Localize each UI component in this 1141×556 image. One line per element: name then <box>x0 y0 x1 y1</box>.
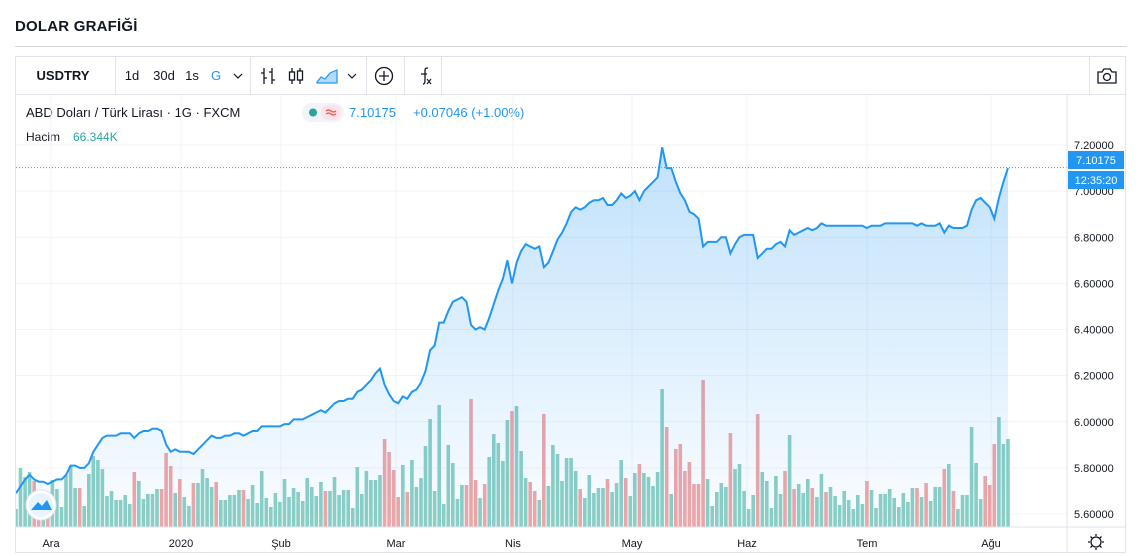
interval-30d-label: 30d <box>153 68 175 83</box>
add-compare-icon <box>374 66 394 85</box>
chart-widget: USDTRY 1d 30d 1s G <box>15 56 1126 553</box>
y-tick-label: 6.20000 <box>1074 371 1114 383</box>
camera-icon <box>1097 67 1117 84</box>
legend-change: +0.07046 (+1.00%) <box>413 105 525 120</box>
y-tick-label: 6.00000 <box>1074 417 1114 429</box>
last-price-tag: 7.10175 12:35:20 <box>1068 151 1124 189</box>
x-tick-label: Haz <box>737 538 757 550</box>
tradingview-logo-icon <box>31 500 52 510</box>
symbol-search-button[interactable]: USDTRY <box>18 57 108 94</box>
x-tick-label: Nis <box>505 538 521 550</box>
area-style-button[interactable] <box>314 57 340 94</box>
toolbar-divider <box>441 57 442 94</box>
interval-dropdown-button[interactable] <box>230 57 246 94</box>
toolbar-divider <box>404 57 405 94</box>
volume-value: 66.344K <box>73 130 118 144</box>
title-divider <box>15 46 1127 47</box>
legend-title: ABD Doları / Türk Lirası · 1G · FXCM <box>26 105 241 120</box>
x-tick-label: Şub <box>271 538 291 550</box>
snapshot-button[interactable] <box>1092 57 1122 94</box>
toolbar-divider <box>250 57 251 94</box>
chevron-down-icon <box>233 73 243 79</box>
y-tick-label: 7.00000 <box>1074 186 1114 198</box>
time-label: 12:35:20 <box>1075 175 1118 187</box>
legend-price: 7.10175 <box>349 105 396 120</box>
interval-1s-button[interactable]: 1s <box>183 57 201 94</box>
last-price-label: 7.10175 <box>1076 155 1116 167</box>
price-area <box>16 147 1008 528</box>
volume-label: Hacim <box>26 130 61 144</box>
interval-1d-button[interactable]: 1d <box>121 57 143 94</box>
symbol-label: USDTRY <box>36 68 90 83</box>
gear-icon <box>1090 536 1102 548</box>
candle-style-button[interactable] <box>284 57 308 94</box>
page-title: DOLAR GRAFİĞİ <box>15 18 138 35</box>
y-tick-label: 5.80000 <box>1074 463 1114 475</box>
chevron-down-icon <box>347 73 357 79</box>
toolbar-divider <box>1089 57 1090 94</box>
price-line <box>16 147 1009 494</box>
price-axis: 5.60000 5.80000 6.00000 6.20000 6.40000 6.600… <box>1074 140 1114 521</box>
indicators-button[interactable] <box>409 57 437 94</box>
x-tick-label: Ağu <box>981 538 1001 550</box>
x-tick-label: May <box>622 538 643 550</box>
y-tick-label: 6.80000 <box>1074 232 1114 244</box>
y-tick-label: 6.60000 <box>1074 278 1114 290</box>
interval-1d-label: 1d <box>124 68 140 83</box>
indicators-icon <box>421 66 432 85</box>
candle-style-icon <box>288 67 304 84</box>
interval-g-label: G <box>210 68 222 83</box>
x-tick-label: 2020 <box>169 538 193 550</box>
interval-30d-button[interactable]: 30d <box>150 57 178 94</box>
legend-toggle[interactable] <box>302 103 344 122</box>
interval-1s-label: 1s <box>185 68 199 83</box>
x-tick-label: Ara <box>42 538 60 550</box>
bar-style-button[interactable] <box>256 57 280 94</box>
bar-style-icon <box>261 67 275 84</box>
style-dropdown-button[interactable] <box>344 57 360 94</box>
toolbar-divider <box>366 57 367 94</box>
chart-canvas[interactable]: 5.60000 5.80000 6.00000 6.20000 6.40000 6.600… <box>16 57 1125 552</box>
add-compare-button[interactable] <box>370 57 398 94</box>
x-tick-label: Mar <box>387 538 406 550</box>
chart-toolbar: USDTRY 1d 30d 1s G <box>16 57 1125 95</box>
interval-g-button[interactable]: G <box>208 57 224 94</box>
logo-badge[interactable] <box>25 489 57 521</box>
y-tick-label: 6.40000 <box>1074 325 1114 337</box>
time-axis: Ara 2020 Şub Mar Nis May Haz Tem Ağu <box>42 538 1000 550</box>
settings-button[interactable] <box>1088 534 1104 550</box>
y-tick-label: 7.20000 <box>1074 140 1114 152</box>
area-style-icon <box>316 68 338 84</box>
visibility-toggle-icon <box>309 105 341 120</box>
x-tick-label: Tem <box>857 538 878 550</box>
toolbar-divider <box>115 57 116 94</box>
y-tick-label: 5.60000 <box>1074 509 1114 521</box>
